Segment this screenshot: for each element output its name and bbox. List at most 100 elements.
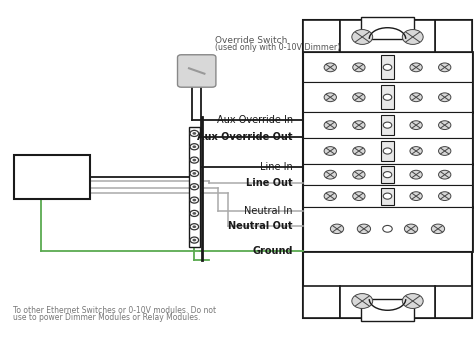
Circle shape: [383, 225, 392, 232]
Text: Line Out: Line Out: [246, 177, 293, 188]
Circle shape: [324, 63, 337, 72]
Circle shape: [190, 170, 199, 176]
Circle shape: [324, 93, 337, 102]
Text: Line In: Line In: [260, 162, 293, 172]
Text: Neutral In: Neutral In: [245, 206, 293, 216]
Circle shape: [190, 210, 199, 216]
FancyBboxPatch shape: [381, 85, 394, 109]
Circle shape: [410, 93, 422, 102]
Circle shape: [190, 157, 199, 163]
FancyBboxPatch shape: [381, 115, 394, 136]
FancyBboxPatch shape: [303, 112, 472, 164]
Text: Panel: Panel: [40, 185, 64, 194]
Circle shape: [352, 29, 373, 44]
Circle shape: [383, 148, 392, 154]
Circle shape: [192, 185, 196, 188]
Text: To other Ethernet Switches or 0-10V modules. Do not: To other Ethernet Switches or 0-10V modu…: [13, 306, 217, 315]
Circle shape: [431, 224, 445, 234]
Circle shape: [192, 225, 196, 228]
Circle shape: [438, 93, 451, 102]
Text: (used only with 0-10V Dimmer): (used only with 0-10V Dimmer): [215, 44, 341, 52]
FancyBboxPatch shape: [303, 286, 340, 318]
Circle shape: [324, 121, 337, 129]
Circle shape: [404, 224, 418, 234]
Circle shape: [357, 224, 371, 234]
FancyBboxPatch shape: [303, 164, 472, 185]
Circle shape: [353, 121, 365, 129]
Circle shape: [192, 132, 196, 135]
Text: (breaker): (breaker): [31, 174, 73, 183]
Circle shape: [190, 224, 199, 230]
Circle shape: [402, 294, 423, 309]
Circle shape: [438, 147, 451, 155]
Circle shape: [410, 147, 422, 155]
FancyBboxPatch shape: [381, 55, 394, 79]
Circle shape: [192, 199, 196, 201]
FancyBboxPatch shape: [381, 166, 394, 183]
Circle shape: [353, 63, 365, 72]
Circle shape: [353, 170, 365, 179]
FancyBboxPatch shape: [340, 286, 435, 318]
Text: Ground: Ground: [253, 246, 293, 256]
Circle shape: [324, 170, 337, 179]
Circle shape: [190, 130, 199, 137]
FancyBboxPatch shape: [303, 138, 472, 164]
FancyBboxPatch shape: [303, 112, 472, 138]
Circle shape: [353, 93, 365, 102]
FancyBboxPatch shape: [361, 299, 413, 321]
FancyBboxPatch shape: [381, 141, 394, 161]
Circle shape: [383, 122, 392, 128]
FancyBboxPatch shape: [303, 164, 472, 207]
Circle shape: [192, 172, 196, 175]
FancyBboxPatch shape: [435, 20, 472, 52]
Circle shape: [192, 239, 196, 241]
Circle shape: [352, 294, 373, 309]
Circle shape: [192, 145, 196, 148]
FancyBboxPatch shape: [435, 286, 472, 318]
FancyBboxPatch shape: [303, 52, 472, 82]
Circle shape: [190, 237, 199, 243]
Text: Neutral Out: Neutral Out: [228, 221, 293, 232]
FancyBboxPatch shape: [14, 155, 90, 199]
Circle shape: [438, 192, 451, 200]
Circle shape: [190, 144, 199, 150]
Circle shape: [383, 64, 392, 70]
Text: use to power Dimmer Modules or Relay Modules.: use to power Dimmer Modules or Relay Mod…: [13, 313, 201, 322]
Circle shape: [383, 193, 392, 199]
Circle shape: [410, 170, 422, 179]
Circle shape: [410, 192, 422, 200]
Circle shape: [353, 147, 365, 155]
Circle shape: [353, 192, 365, 200]
FancyBboxPatch shape: [340, 20, 435, 52]
Circle shape: [192, 159, 196, 162]
Circle shape: [330, 224, 344, 234]
FancyBboxPatch shape: [303, 20, 472, 318]
FancyBboxPatch shape: [303, 207, 472, 251]
FancyBboxPatch shape: [303, 207, 472, 251]
FancyBboxPatch shape: [361, 17, 413, 39]
Circle shape: [324, 192, 337, 200]
Circle shape: [438, 63, 451, 72]
Circle shape: [438, 121, 451, 129]
FancyBboxPatch shape: [303, 185, 472, 207]
FancyBboxPatch shape: [303, 52, 472, 112]
Circle shape: [438, 170, 451, 179]
FancyBboxPatch shape: [381, 188, 394, 205]
Text: Override Switch: Override Switch: [215, 36, 288, 45]
Circle shape: [402, 29, 423, 44]
Circle shape: [324, 147, 337, 155]
Circle shape: [192, 212, 196, 215]
Text: Distribution: Distribution: [26, 163, 79, 172]
Circle shape: [190, 197, 199, 203]
FancyBboxPatch shape: [303, 82, 472, 112]
FancyBboxPatch shape: [303, 20, 340, 52]
Circle shape: [383, 172, 392, 178]
Circle shape: [410, 63, 422, 72]
FancyBboxPatch shape: [189, 127, 200, 247]
Text: Aux Override Out: Aux Override Out: [198, 132, 293, 142]
Circle shape: [383, 94, 392, 100]
Circle shape: [190, 184, 199, 190]
Circle shape: [410, 121, 422, 129]
FancyBboxPatch shape: [177, 55, 216, 87]
Text: Aux Override In: Aux Override In: [217, 115, 293, 125]
